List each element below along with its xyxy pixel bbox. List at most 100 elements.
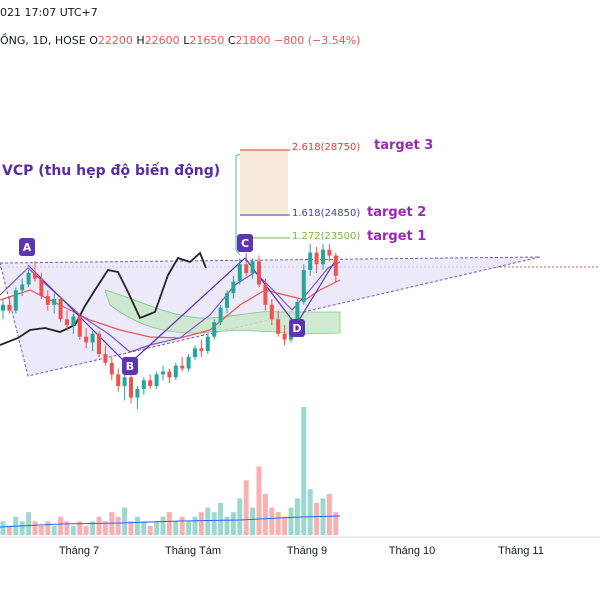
volume-bar xyxy=(314,503,320,535)
volume-bar xyxy=(0,521,6,535)
candle-body xyxy=(225,293,229,308)
candle-body xyxy=(65,319,69,326)
volume-bar xyxy=(275,512,281,535)
candle-body xyxy=(327,249,332,256)
close-value: 21800 xyxy=(235,34,271,47)
open-value: 22200 xyxy=(97,34,133,47)
volume-bar xyxy=(147,525,153,535)
volume-bar xyxy=(262,493,268,535)
ichimoku-cloud xyxy=(104,289,341,335)
candle-body xyxy=(180,365,185,369)
x-axis-tick-label: Tháng Tám xyxy=(165,545,221,557)
high-value: 22600 xyxy=(144,34,180,47)
vcp-label: VCP (thu hẹp độ biến động) xyxy=(2,163,221,179)
candle-body xyxy=(129,377,133,398)
volume-bar xyxy=(224,516,230,535)
volume-bar xyxy=(250,507,256,535)
target-1-label: target 1 xyxy=(367,229,427,244)
volume-bar xyxy=(230,512,236,535)
point-letter: D xyxy=(292,322,301,335)
volume-bar xyxy=(90,521,96,535)
candle-body xyxy=(282,333,287,340)
candle-body xyxy=(237,264,242,282)
candle-body xyxy=(295,301,300,328)
target-2-label: target 2 xyxy=(367,205,427,220)
volume-bar xyxy=(186,521,192,535)
pattern-point-d: D xyxy=(289,319,305,337)
candle-body xyxy=(1,304,5,311)
pattern-point-a: A xyxy=(19,238,35,256)
candle-body xyxy=(269,304,274,320)
ohlc-legend: ỒNG, 1D, HOSE O22200 H22600 L21650 C2180… xyxy=(0,34,361,47)
volume-bar xyxy=(307,489,313,535)
point-letter: C xyxy=(241,237,249,250)
volume-bar xyxy=(237,498,243,535)
candle-body xyxy=(52,299,57,305)
volume-bar xyxy=(205,507,211,535)
candle-body xyxy=(231,281,236,294)
volume-bar xyxy=(102,521,108,535)
candle-body xyxy=(301,270,306,302)
candle-body xyxy=(212,322,217,337)
abcd-wave-line xyxy=(27,255,339,366)
symbol-label: ỒNG, 1D, HOSE xyxy=(0,34,86,47)
candle-body xyxy=(250,261,255,273)
candle-body xyxy=(39,278,44,297)
candle-body xyxy=(141,380,146,389)
volume-bar xyxy=(256,466,262,535)
candle-body xyxy=(26,272,31,285)
volume-bar xyxy=(166,512,172,535)
change-value: −800 (−3.54%) xyxy=(274,34,361,47)
volume-bar xyxy=(160,516,166,535)
candle-body xyxy=(84,336,89,343)
cloud-area xyxy=(104,289,341,335)
fib-extension-box xyxy=(240,150,288,216)
fib-bracket xyxy=(235,153,241,256)
volume-bar xyxy=(333,512,339,535)
x-axis-tick-label: Tháng 9 xyxy=(287,545,327,557)
candle-body xyxy=(13,290,18,311)
volume-bar xyxy=(282,516,288,535)
volume-bar xyxy=(51,525,57,535)
pattern-point-c: C xyxy=(237,234,253,252)
candle-body xyxy=(308,252,313,270)
candle-body xyxy=(244,264,249,273)
candle-body xyxy=(77,316,82,337)
candle-body xyxy=(33,272,37,279)
x-axis-tick-label: Tháng 11 xyxy=(498,545,544,557)
candle-body xyxy=(7,304,12,311)
x-axis-tick-label: Tháng 10 xyxy=(389,545,435,557)
candle-body xyxy=(154,374,159,386)
volume-bar xyxy=(38,525,44,535)
candle-body xyxy=(321,249,325,265)
candle-body xyxy=(276,319,281,334)
candle-body xyxy=(218,307,223,323)
volume-bar xyxy=(128,521,134,535)
volume-bar xyxy=(301,407,307,535)
volume-bar xyxy=(58,516,64,535)
volume-bar xyxy=(218,503,224,535)
x-axis-tick-label: Tháng 7 xyxy=(59,545,99,557)
volume-bars xyxy=(0,407,341,535)
volume-bar xyxy=(83,525,89,535)
point-badge xyxy=(19,238,35,256)
pattern-point-b: B xyxy=(122,357,138,375)
volume-bar xyxy=(134,516,140,535)
volume-bar xyxy=(19,521,25,535)
candlesticks xyxy=(1,243,338,410)
candle-body xyxy=(173,365,178,378)
volume-bar xyxy=(32,521,38,535)
candle-body xyxy=(90,333,95,343)
candle-body xyxy=(109,362,114,375)
volume-bar xyxy=(198,512,204,535)
volume-ma-line xyxy=(0,515,341,528)
volume-bar xyxy=(26,512,32,535)
candle-body xyxy=(193,348,197,357)
candle-body xyxy=(205,336,210,352)
candle-body xyxy=(116,374,121,386)
candle-body xyxy=(199,348,204,352)
volume-bar xyxy=(96,516,102,535)
volume-bar xyxy=(173,521,179,535)
candle-body xyxy=(186,357,191,369)
